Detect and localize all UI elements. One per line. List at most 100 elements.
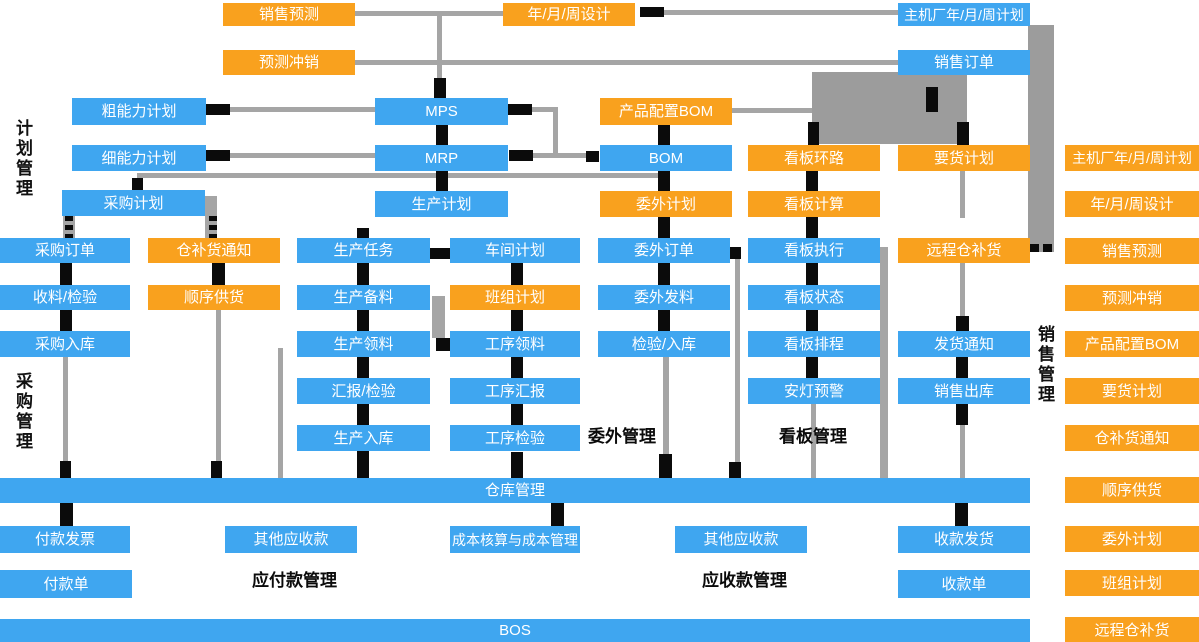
connector-line (511, 262, 523, 286)
node-warehouse-management-bar: 仓库管理 (0, 478, 1030, 503)
node-production-plan: 生产计划 (375, 191, 508, 217)
connector-line (436, 338, 450, 351)
node-sales-forecast-top: 销售预测 (223, 3, 355, 26)
connector-line (586, 151, 599, 162)
connector-line (430, 248, 451, 259)
node-sales-outbound: 销售出库 (898, 378, 1030, 404)
connector-line (806, 217, 818, 239)
node-outsourcing-issue: 委外发料 (598, 285, 730, 310)
node-other-receivables-right: 其他应收款 (675, 526, 807, 553)
connector-line (511, 356, 523, 379)
connector-line (880, 247, 888, 478)
connector-line (508, 104, 532, 115)
side-label-purchase-management: 采购管理 (13, 372, 32, 452)
connector-line (137, 173, 664, 178)
connector-line (60, 262, 72, 286)
connector-line (212, 262, 225, 286)
section-label-outsourcing-management: 委外管理 (588, 427, 656, 446)
connector-line (658, 262, 670, 286)
node-team-plan: 班组计划 (450, 285, 580, 310)
legend-forecast-writeoff: 预测冲销 (1065, 285, 1199, 311)
connector-line (132, 178, 143, 191)
node-production-prep: 生产备料 (297, 285, 430, 310)
connector-line (357, 262, 369, 286)
legend-team-plan: 班组计划 (1065, 570, 1199, 596)
connector-line (357, 451, 369, 478)
connector-line (957, 122, 969, 145)
node-receiving-inspection: 收料/检验 (0, 285, 130, 310)
gray-block (1028, 25, 1054, 252)
node-process-picking: 工序领料 (450, 331, 580, 357)
connector-line (230, 153, 375, 158)
legend-sequential-supply: 顺序供货 (1065, 477, 1199, 503)
legend-delivery-plan: 要货计划 (1065, 378, 1199, 404)
node-forecast-writeoff-top: 预测冲销 (223, 50, 355, 75)
connector-line (206, 104, 230, 115)
connector-line (355, 11, 505, 16)
connector-line (955, 503, 968, 526)
connector-line (511, 403, 523, 426)
connector-line (432, 296, 445, 338)
node-andon-warning: 安灯预警 (748, 378, 880, 404)
node-process-report: 工序汇报 (450, 378, 580, 404)
connector-line (211, 461, 222, 478)
node-payment-doc: 付款单 (0, 570, 132, 598)
side-label-plan-management: 计划管理 (13, 119, 32, 199)
node-purchase-plan: 采购计划 (62, 190, 205, 216)
node-purchase-order: 采购订单 (0, 238, 130, 263)
connector-line (806, 356, 818, 379)
node-production-inbound: 生产入库 (297, 425, 430, 451)
node-report-inspection: 汇报/检验 (297, 378, 430, 404)
connector-line (664, 10, 898, 15)
connector-line (511, 309, 523, 332)
connector-line (658, 217, 670, 239)
node-sequential-supply: 顺序供货 (148, 285, 280, 310)
connector-line (278, 348, 283, 478)
node-kanban-scheduling: 看板排程 (748, 331, 880, 357)
node-kanban-loop: 看板环路 (748, 145, 880, 171)
connector-line (436, 125, 448, 146)
node-bos-bar: BOS (0, 619, 1030, 642)
connector-line (658, 309, 670, 332)
side-label-sales-management: 销售管理 (1035, 325, 1054, 405)
connector-line (960, 263, 965, 318)
node-workshop-plan: 车间计划 (450, 238, 580, 263)
connector-line (960, 425, 965, 478)
node-purchase-inbound: 采购入库 (0, 331, 130, 357)
connector-line (355, 60, 898, 65)
connector-line (532, 153, 553, 158)
connector-line (206, 150, 230, 161)
node-process-inspection: 工序检验 (450, 425, 580, 451)
legend-oem-ymw-plan: 主机厂年/月/周计划 (1065, 145, 1199, 171)
connector-line (732, 108, 812, 113)
connector-line (956, 316, 969, 332)
connector-line (806, 309, 818, 332)
connector-line (551, 503, 564, 526)
connector-line (729, 462, 741, 478)
node-inspection-inbound: 检验/入库 (598, 331, 730, 357)
connector-line (806, 262, 818, 286)
node-receipt-shipping: 收款发货 (898, 526, 1030, 553)
connector-line (530, 107, 557, 112)
node-rough-capacity-plan: 粗能力计划 (72, 98, 206, 125)
connector-line (60, 461, 71, 478)
connector-line (663, 357, 669, 455)
node-outsourcing-plan: 委外计划 (600, 191, 732, 217)
connector-line (640, 7, 664, 17)
connector-line (811, 404, 816, 478)
connector-line (553, 107, 558, 158)
section-label-accounts-payable-management: 应付款管理 (252, 571, 337, 590)
connector-line (509, 150, 533, 161)
node-mrp: MRP (375, 145, 508, 171)
connector-line (658, 171, 670, 193)
node-delivery-plan: 要货计划 (898, 145, 1030, 171)
legend-remote-warehouse-replenish: 远程仓补货 (1065, 617, 1199, 642)
connector-line (553, 153, 588, 158)
connector-line (434, 78, 446, 99)
node-ymw-design-top: 年/月/周设计 (503, 3, 635, 26)
node-oem-ymw-plan-top: 主机厂年/月/周计划 (898, 3, 1030, 26)
connector-line (806, 171, 818, 193)
legend-sales-forecast: 销售预测 (1065, 238, 1199, 264)
connector-line (357, 356, 369, 379)
